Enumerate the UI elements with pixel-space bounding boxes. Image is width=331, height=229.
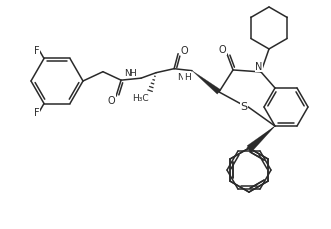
Text: F: F xyxy=(34,46,39,55)
Text: O: O xyxy=(180,46,188,55)
Text: F: F xyxy=(34,108,39,118)
Text: H₃C: H₃C xyxy=(132,94,148,103)
Polygon shape xyxy=(247,126,275,153)
Text: N: N xyxy=(177,73,183,82)
Text: N: N xyxy=(255,62,263,72)
Text: O: O xyxy=(107,96,115,106)
Polygon shape xyxy=(247,126,275,151)
Text: O: O xyxy=(218,45,226,55)
Text: S: S xyxy=(240,101,248,112)
Polygon shape xyxy=(192,71,221,95)
Text: H: H xyxy=(184,73,190,82)
Text: N: N xyxy=(124,68,130,77)
Text: H: H xyxy=(129,68,135,77)
